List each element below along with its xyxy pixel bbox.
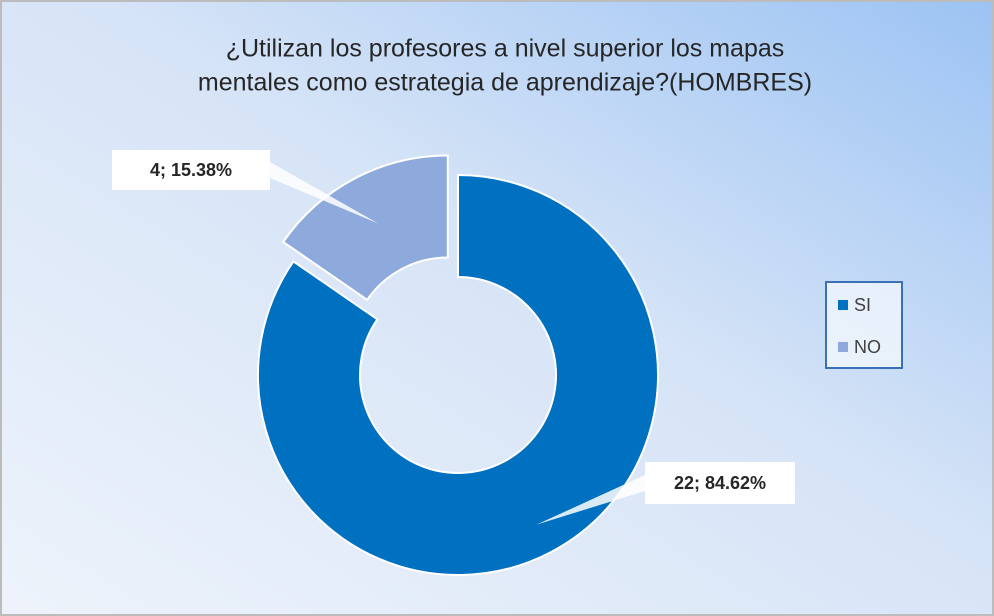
chart-title: ¿Utilizan los profesores a nivel superio… (226, 35, 785, 63)
legend-swatch (838, 342, 848, 352)
data-label-box (645, 462, 795, 504)
callout-pointer (536, 475, 645, 525)
callout-pointer (270, 162, 379, 224)
donut-slice (257, 173, 659, 576)
data-label: 4; 15.38% (150, 160, 232, 180)
legend-label: SI (854, 295, 871, 315)
data-label-box (112, 150, 270, 190)
chart-title: mentales como estrategia de aprendizaje?… (198, 69, 812, 97)
legend-label: NO (854, 337, 881, 357)
data-label: 22; 84.62% (674, 473, 766, 493)
legend-swatch (838, 300, 848, 310)
legend-box (825, 281, 903, 369)
donut-slice (281, 154, 449, 302)
